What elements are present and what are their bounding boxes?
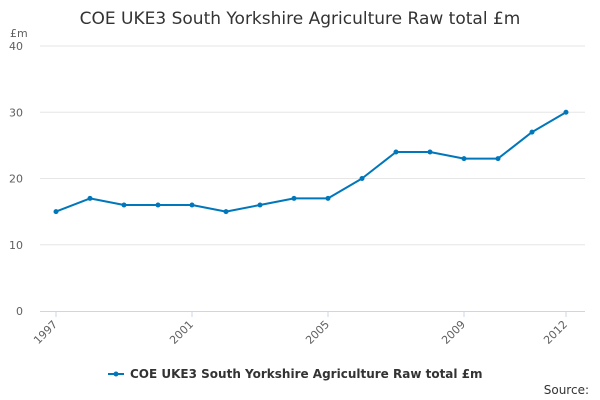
legend-item-label: COE UKE3 South Yorkshire Agriculture Raw… — [130, 367, 483, 381]
series-line — [55, 111, 567, 213]
y-axis-unit: £m — [10, 27, 28, 40]
data-point — [563, 109, 569, 115]
chart-title: COE UKE3 South Yorkshire Agriculture Raw… — [80, 9, 521, 29]
data-point — [121, 202, 127, 208]
x-tick-label: 2001 — [167, 318, 196, 347]
x-tick-label: 1997 — [31, 318, 60, 347]
y-tick-label: 20 — [9, 173, 23, 186]
x-axis-ticks: 1997 2001 2005 2009 2012 — [31, 311, 570, 347]
gridlines — [40, 45, 585, 246]
y-axis-ticks: 0 10 20 30 40 — [9, 40, 23, 318]
y-tick-label: 40 — [9, 40, 23, 53]
data-point — [291, 195, 297, 201]
data-point — [257, 202, 263, 208]
data-point — [393, 149, 399, 155]
data-point — [495, 156, 501, 162]
x-tick-label: 2012 — [541, 318, 570, 347]
data-point — [53, 209, 59, 215]
data-point — [461, 156, 467, 162]
data-point — [529, 129, 535, 135]
x-tick-label: 2005 — [303, 318, 332, 347]
y-tick-label: 10 — [9, 239, 23, 252]
legend-marker-icon — [113, 371, 119, 377]
legend[interactable]: COE UKE3 South Yorkshire Agriculture Raw… — [108, 367, 483, 381]
data-point — [87, 195, 93, 201]
x-tick-label: 2009 — [439, 318, 468, 347]
y-tick-label: 0 — [16, 305, 23, 318]
data-point — [325, 195, 331, 201]
y-tick-label: 30 — [9, 106, 23, 119]
series-group — [53, 109, 569, 215]
data-point — [223, 209, 229, 215]
data-point — [155, 202, 161, 208]
data-point — [359, 176, 365, 181]
data-point — [189, 202, 195, 208]
source-label: Source: — [544, 383, 589, 397]
data-point — [427, 149, 433, 155]
